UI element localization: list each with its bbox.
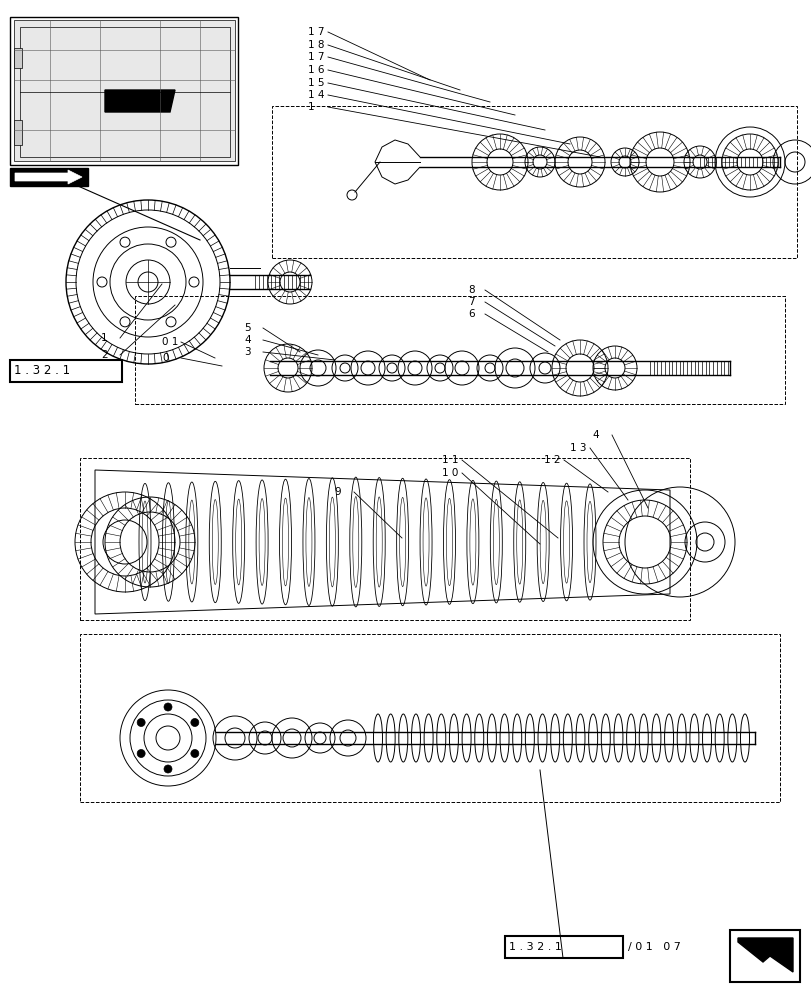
Polygon shape [15, 170, 82, 184]
Bar [504, 936, 622, 958]
Text: 4: 4 [243, 335, 251, 345]
Circle shape [164, 703, 172, 711]
Circle shape [137, 718, 145, 726]
Text: / 0 1   0 7: / 0 1 0 7 [627, 942, 680, 952]
Text: 4: 4 [591, 430, 598, 440]
Text: 1 0: 1 0 [441, 468, 458, 478]
Text: 8: 8 [467, 285, 474, 295]
Text: 1: 1 [307, 102, 314, 112]
Bar [10, 360, 122, 382]
Polygon shape [105, 90, 175, 112]
Text: 5: 5 [243, 323, 251, 333]
Bar [10, 168, 88, 186]
Text: 1 7: 1 7 [307, 52, 324, 62]
Bar [272, 106, 796, 258]
Bar [14, 120, 22, 145]
Text: 0: 0 [162, 353, 169, 363]
Text: 1 6: 1 6 [307, 65, 324, 75]
Text: 1: 1 [101, 333, 108, 343]
Text: 1 8: 1 8 [307, 40, 324, 50]
Text: 2: 2 [101, 350, 108, 360]
Text: 1 2: 1 2 [543, 455, 560, 465]
Circle shape [191, 750, 199, 758]
Text: 7: 7 [467, 297, 474, 307]
Text: 1 . 3 2 . 1: 1 . 3 2 . 1 [14, 364, 70, 377]
Bar [729, 930, 799, 982]
Text: 1 3: 1 3 [569, 443, 586, 453]
Bar [20, 27, 230, 157]
Polygon shape [737, 938, 792, 972]
Text: 1 1: 1 1 [441, 455, 458, 465]
Circle shape [164, 765, 172, 773]
Bar [80, 634, 779, 802]
Circle shape [191, 718, 199, 726]
Text: 9: 9 [333, 487, 340, 497]
Bar [80, 458, 689, 620]
Bar [14, 48, 22, 68]
Text: 1 5: 1 5 [307, 78, 324, 88]
Text: 1 7: 1 7 [307, 27, 324, 37]
Text: 1 . 3 2 . 1: 1 . 3 2 . 1 [508, 942, 561, 952]
Text: 3: 3 [243, 347, 251, 357]
Text: 0 1: 0 1 [162, 337, 178, 347]
Circle shape [137, 750, 145, 758]
Bar [10, 17, 238, 165]
Polygon shape [14, 20, 234, 161]
Text: 1 4: 1 4 [307, 90, 324, 100]
Bar [135, 296, 784, 404]
Text: 6: 6 [467, 309, 474, 319]
